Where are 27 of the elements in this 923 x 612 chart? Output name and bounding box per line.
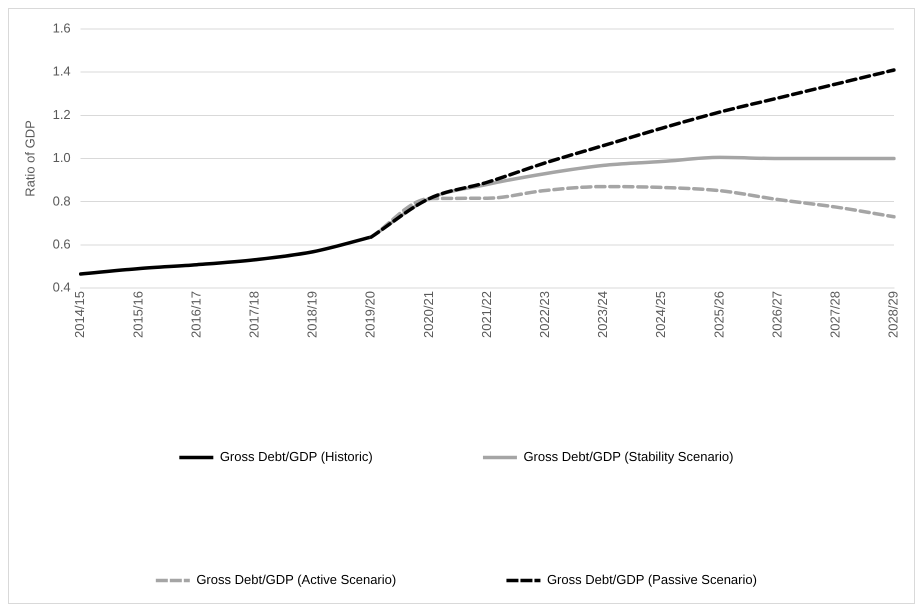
legend-label: Gross Debt/GDP (Active Scenario) — [196, 572, 396, 588]
x-tick-label: 2025/26 — [711, 291, 726, 338]
x-tick-label: 2021/22 — [478, 291, 494, 338]
y-tick-label: 1.2 — [52, 106, 71, 122]
x-tick-label: 2017/18 — [246, 291, 262, 338]
x-tick-label: 2016/17 — [188, 291, 204, 338]
x-tick-label: 2024/25 — [653, 291, 668, 338]
y-axis-title: Ratio of GDP — [22, 120, 38, 197]
x-tick-label: 2018/19 — [304, 291, 320, 338]
legend-label: Gross Debt/GDP (Passive Scenario) — [546, 572, 757, 588]
x-tick-label: 2022/23 — [537, 291, 552, 338]
y-tick-label: 0.4 — [52, 280, 71, 295]
x-tick-label: 2020/21 — [420, 291, 436, 338]
x-tick-label: 2023/24 — [595, 291, 610, 338]
x-tick-label: 2015/16 — [130, 291, 146, 338]
x-tick-label: 2014/15 — [72, 291, 88, 338]
legend-label: Gross Debt/GDP (Historic) — [220, 449, 373, 464]
x-tick-label: 2027/28 — [827, 291, 842, 338]
y-tick-label: 1.4 — [52, 64, 71, 79]
x-tick-label: 2028/29 — [886, 291, 901, 338]
y-tick-label: 1.6 — [52, 20, 71, 36]
y-tick-label: 0.6 — [52, 236, 71, 252]
x-tick-label: 2019/20 — [362, 291, 378, 338]
x-tick-label: 2026/27 — [769, 291, 784, 338]
legend-label: Gross Debt/GDP (Stability Scenario) — [523, 449, 734, 464]
y-tick-label: 1.0 — [52, 150, 71, 166]
y-tick-label: 0.8 — [52, 193, 71, 208]
